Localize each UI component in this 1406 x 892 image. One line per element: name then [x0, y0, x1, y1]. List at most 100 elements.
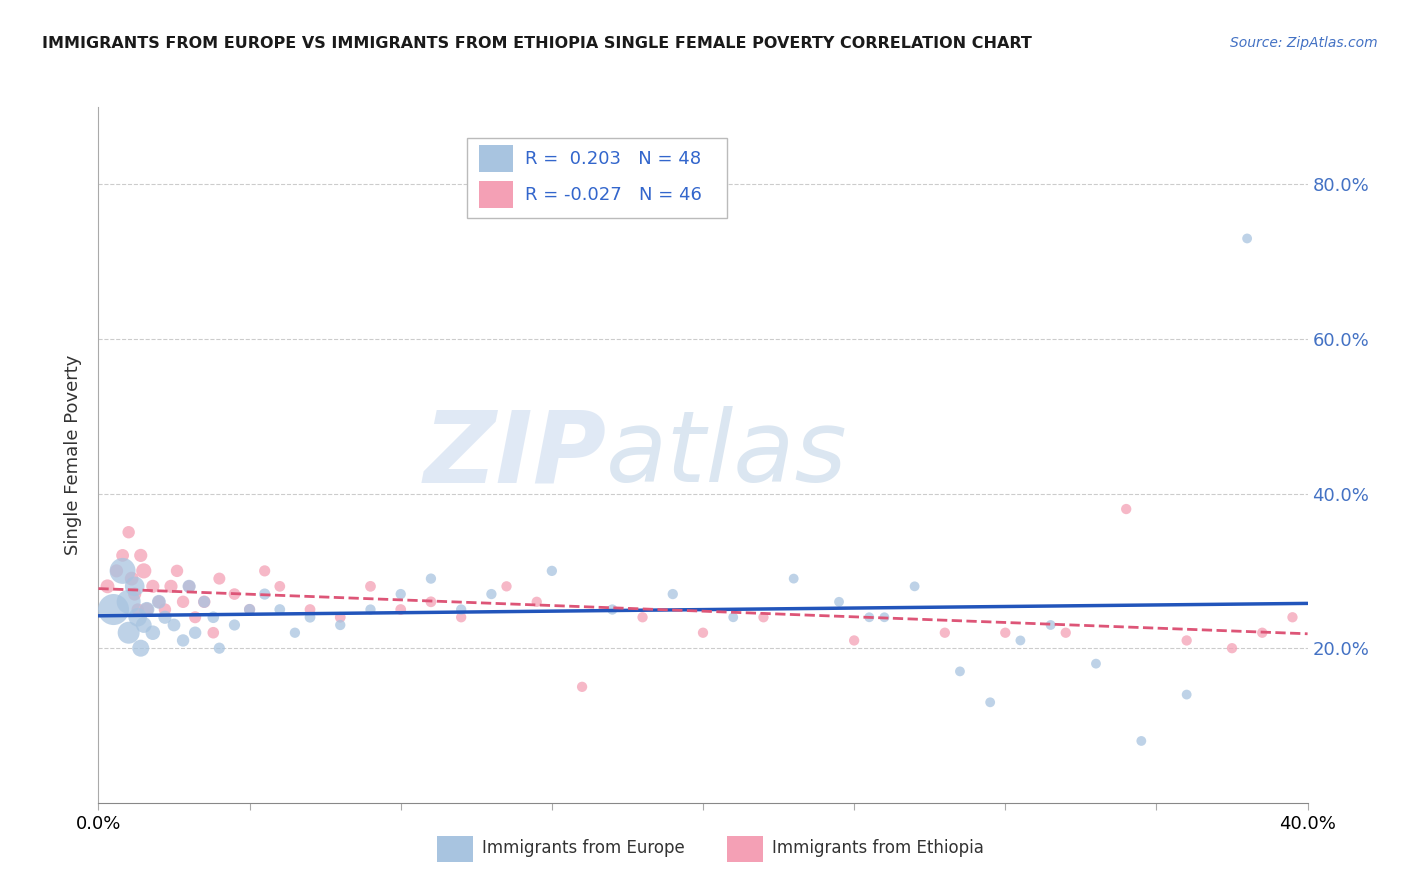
- Point: [1236, 231, 1258, 245]
- Point: [284, 625, 307, 640]
- Point: [873, 610, 896, 624]
- Point: [1010, 633, 1032, 648]
- Point: [172, 595, 194, 609]
- Point: [481, 587, 503, 601]
- Point: [193, 595, 215, 609]
- Point: [904, 579, 927, 593]
- FancyBboxPatch shape: [479, 145, 513, 172]
- Point: [299, 610, 322, 624]
- Point: [129, 641, 152, 656]
- Point: [329, 618, 352, 632]
- FancyBboxPatch shape: [467, 138, 727, 219]
- Point: [1220, 641, 1243, 656]
- Point: [602, 602, 624, 616]
- Point: [994, 625, 1017, 640]
- Point: [360, 579, 382, 593]
- Point: [540, 564, 562, 578]
- Point: [253, 564, 276, 578]
- Point: [166, 564, 188, 578]
- Point: [127, 610, 149, 624]
- Point: [184, 625, 207, 640]
- Point: [148, 595, 170, 609]
- Point: [184, 610, 207, 624]
- Point: [1054, 625, 1077, 640]
- Text: ZIP: ZIP: [423, 407, 606, 503]
- Point: [752, 610, 775, 624]
- Point: [142, 625, 165, 640]
- Point: [129, 549, 152, 563]
- Text: R = -0.027   N = 46: R = -0.027 N = 46: [526, 186, 702, 203]
- Point: [828, 595, 851, 609]
- Point: [1251, 625, 1274, 640]
- Point: [253, 587, 276, 601]
- Point: [844, 633, 866, 648]
- Point: [160, 579, 183, 593]
- Point: [571, 680, 593, 694]
- Point: [1115, 502, 1137, 516]
- Point: [202, 610, 225, 624]
- Point: [124, 587, 146, 601]
- Text: IMMIGRANTS FROM EUROPE VS IMMIGRANTS FROM ETHIOPIA SINGLE FEMALE POVERTY CORRELA: IMMIGRANTS FROM EUROPE VS IMMIGRANTS FRO…: [42, 36, 1032, 51]
- Point: [224, 618, 246, 632]
- Text: R =  0.203   N = 48: R = 0.203 N = 48: [526, 150, 702, 168]
- Point: [783, 572, 806, 586]
- Point: [1130, 734, 1153, 748]
- Point: [631, 610, 654, 624]
- Point: [111, 549, 134, 563]
- Text: Immigrants from Ethiopia: Immigrants from Ethiopia: [772, 839, 984, 857]
- Point: [142, 579, 165, 593]
- Point: [224, 587, 246, 601]
- Point: [193, 595, 215, 609]
- Point: [450, 610, 472, 624]
- Point: [179, 579, 201, 593]
- Point: [163, 618, 186, 632]
- Point: [111, 564, 134, 578]
- Point: [1039, 618, 1062, 632]
- Point: [450, 602, 472, 616]
- Point: [723, 610, 745, 624]
- Point: [526, 595, 548, 609]
- Point: [1281, 610, 1303, 624]
- Point: [118, 525, 141, 540]
- Point: [172, 633, 194, 648]
- Point: [103, 602, 125, 616]
- Point: [132, 618, 155, 632]
- Text: Immigrants from Europe: Immigrants from Europe: [482, 839, 685, 857]
- Point: [420, 595, 443, 609]
- Point: [118, 625, 141, 640]
- Point: [127, 602, 149, 616]
- Point: [153, 602, 176, 616]
- Point: [934, 625, 956, 640]
- Point: [269, 602, 291, 616]
- Point: [858, 610, 880, 624]
- Point: [1085, 657, 1108, 671]
- Point: [1175, 688, 1198, 702]
- FancyBboxPatch shape: [727, 836, 763, 862]
- Point: [118, 595, 141, 609]
- Point: [96, 579, 118, 593]
- Point: [135, 602, 157, 616]
- Point: [148, 595, 170, 609]
- Point: [239, 602, 262, 616]
- Point: [179, 579, 201, 593]
- Point: [949, 665, 972, 679]
- Point: [202, 625, 225, 640]
- Point: [208, 572, 231, 586]
- Point: [495, 579, 517, 593]
- Point: [239, 602, 262, 616]
- Point: [661, 587, 683, 601]
- Point: [135, 602, 157, 616]
- FancyBboxPatch shape: [479, 181, 513, 208]
- Point: [360, 602, 382, 616]
- Point: [132, 564, 155, 578]
- Text: Source: ZipAtlas.com: Source: ZipAtlas.com: [1230, 36, 1378, 50]
- Point: [979, 695, 1001, 709]
- Point: [1175, 633, 1198, 648]
- Point: [153, 610, 176, 624]
- Point: [389, 602, 412, 616]
- Text: atlas: atlas: [606, 407, 848, 503]
- Point: [299, 602, 322, 616]
- Point: [329, 610, 352, 624]
- Point: [121, 572, 143, 586]
- Point: [124, 579, 146, 593]
